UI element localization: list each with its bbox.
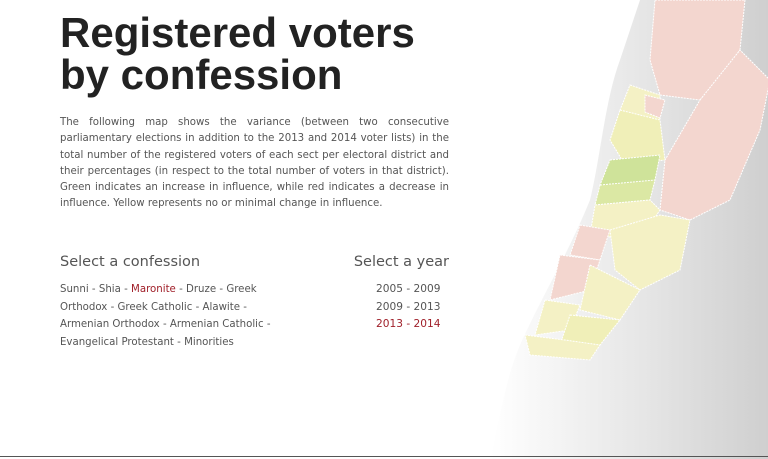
separator: - (124, 284, 128, 295)
confession-option[interactable]: Minorities (184, 336, 234, 348)
year-option[interactable]: 2009 - 2013 (376, 300, 441, 313)
title-line: Registered voters (60, 9, 415, 56)
bottom-rule (0, 456, 768, 457)
confession-option[interactable]: Shia (98, 284, 121, 295)
confession-option[interactable]: Greek Catholic (117, 301, 193, 313)
separator: - (266, 319, 271, 330)
confession-option[interactable]: Armenian Catholic (169, 319, 264, 330)
title: Registered voters by confession (60, 12, 415, 96)
title-line: by confession (60, 51, 343, 98)
separator: - (110, 301, 115, 313)
confession-option[interactable]: Greek Orthodox (60, 284, 257, 313)
separator: - (177, 336, 181, 348)
confession-option[interactable]: Maronite (131, 284, 176, 295)
confession-list: Sunni - Shia - Maronite - Druze - Greek … (60, 281, 275, 351)
confession-option[interactable]: Sunni (60, 284, 89, 295)
separator: - (179, 284, 183, 295)
description: The following map shows the variance (be… (60, 117, 449, 210)
separator: - (91, 284, 96, 295)
separator: - (243, 301, 247, 313)
year-option[interactable]: 2013 - 2014 (376, 318, 441, 330)
separator: - (195, 301, 200, 313)
confession-heading: Select a confession (60, 254, 201, 270)
confession-option[interactable]: Druze (186, 284, 217, 295)
year-option[interactable]: 2005 - 2009 (376, 283, 441, 295)
confession-option[interactable]: Alawite (202, 301, 240, 313)
districts (524, 0, 768, 361)
year-list: 2005 - 2009 2009 - 2013 2013 - 2014 (376, 281, 440, 334)
confession-option[interactable]: Armenian Orthodox (60, 319, 160, 330)
separator: - (219, 284, 224, 295)
separator: - (162, 319, 167, 330)
confession-option[interactable]: Evangelical Protestant (60, 336, 174, 348)
year-heading: Select a year (353, 254, 449, 270)
